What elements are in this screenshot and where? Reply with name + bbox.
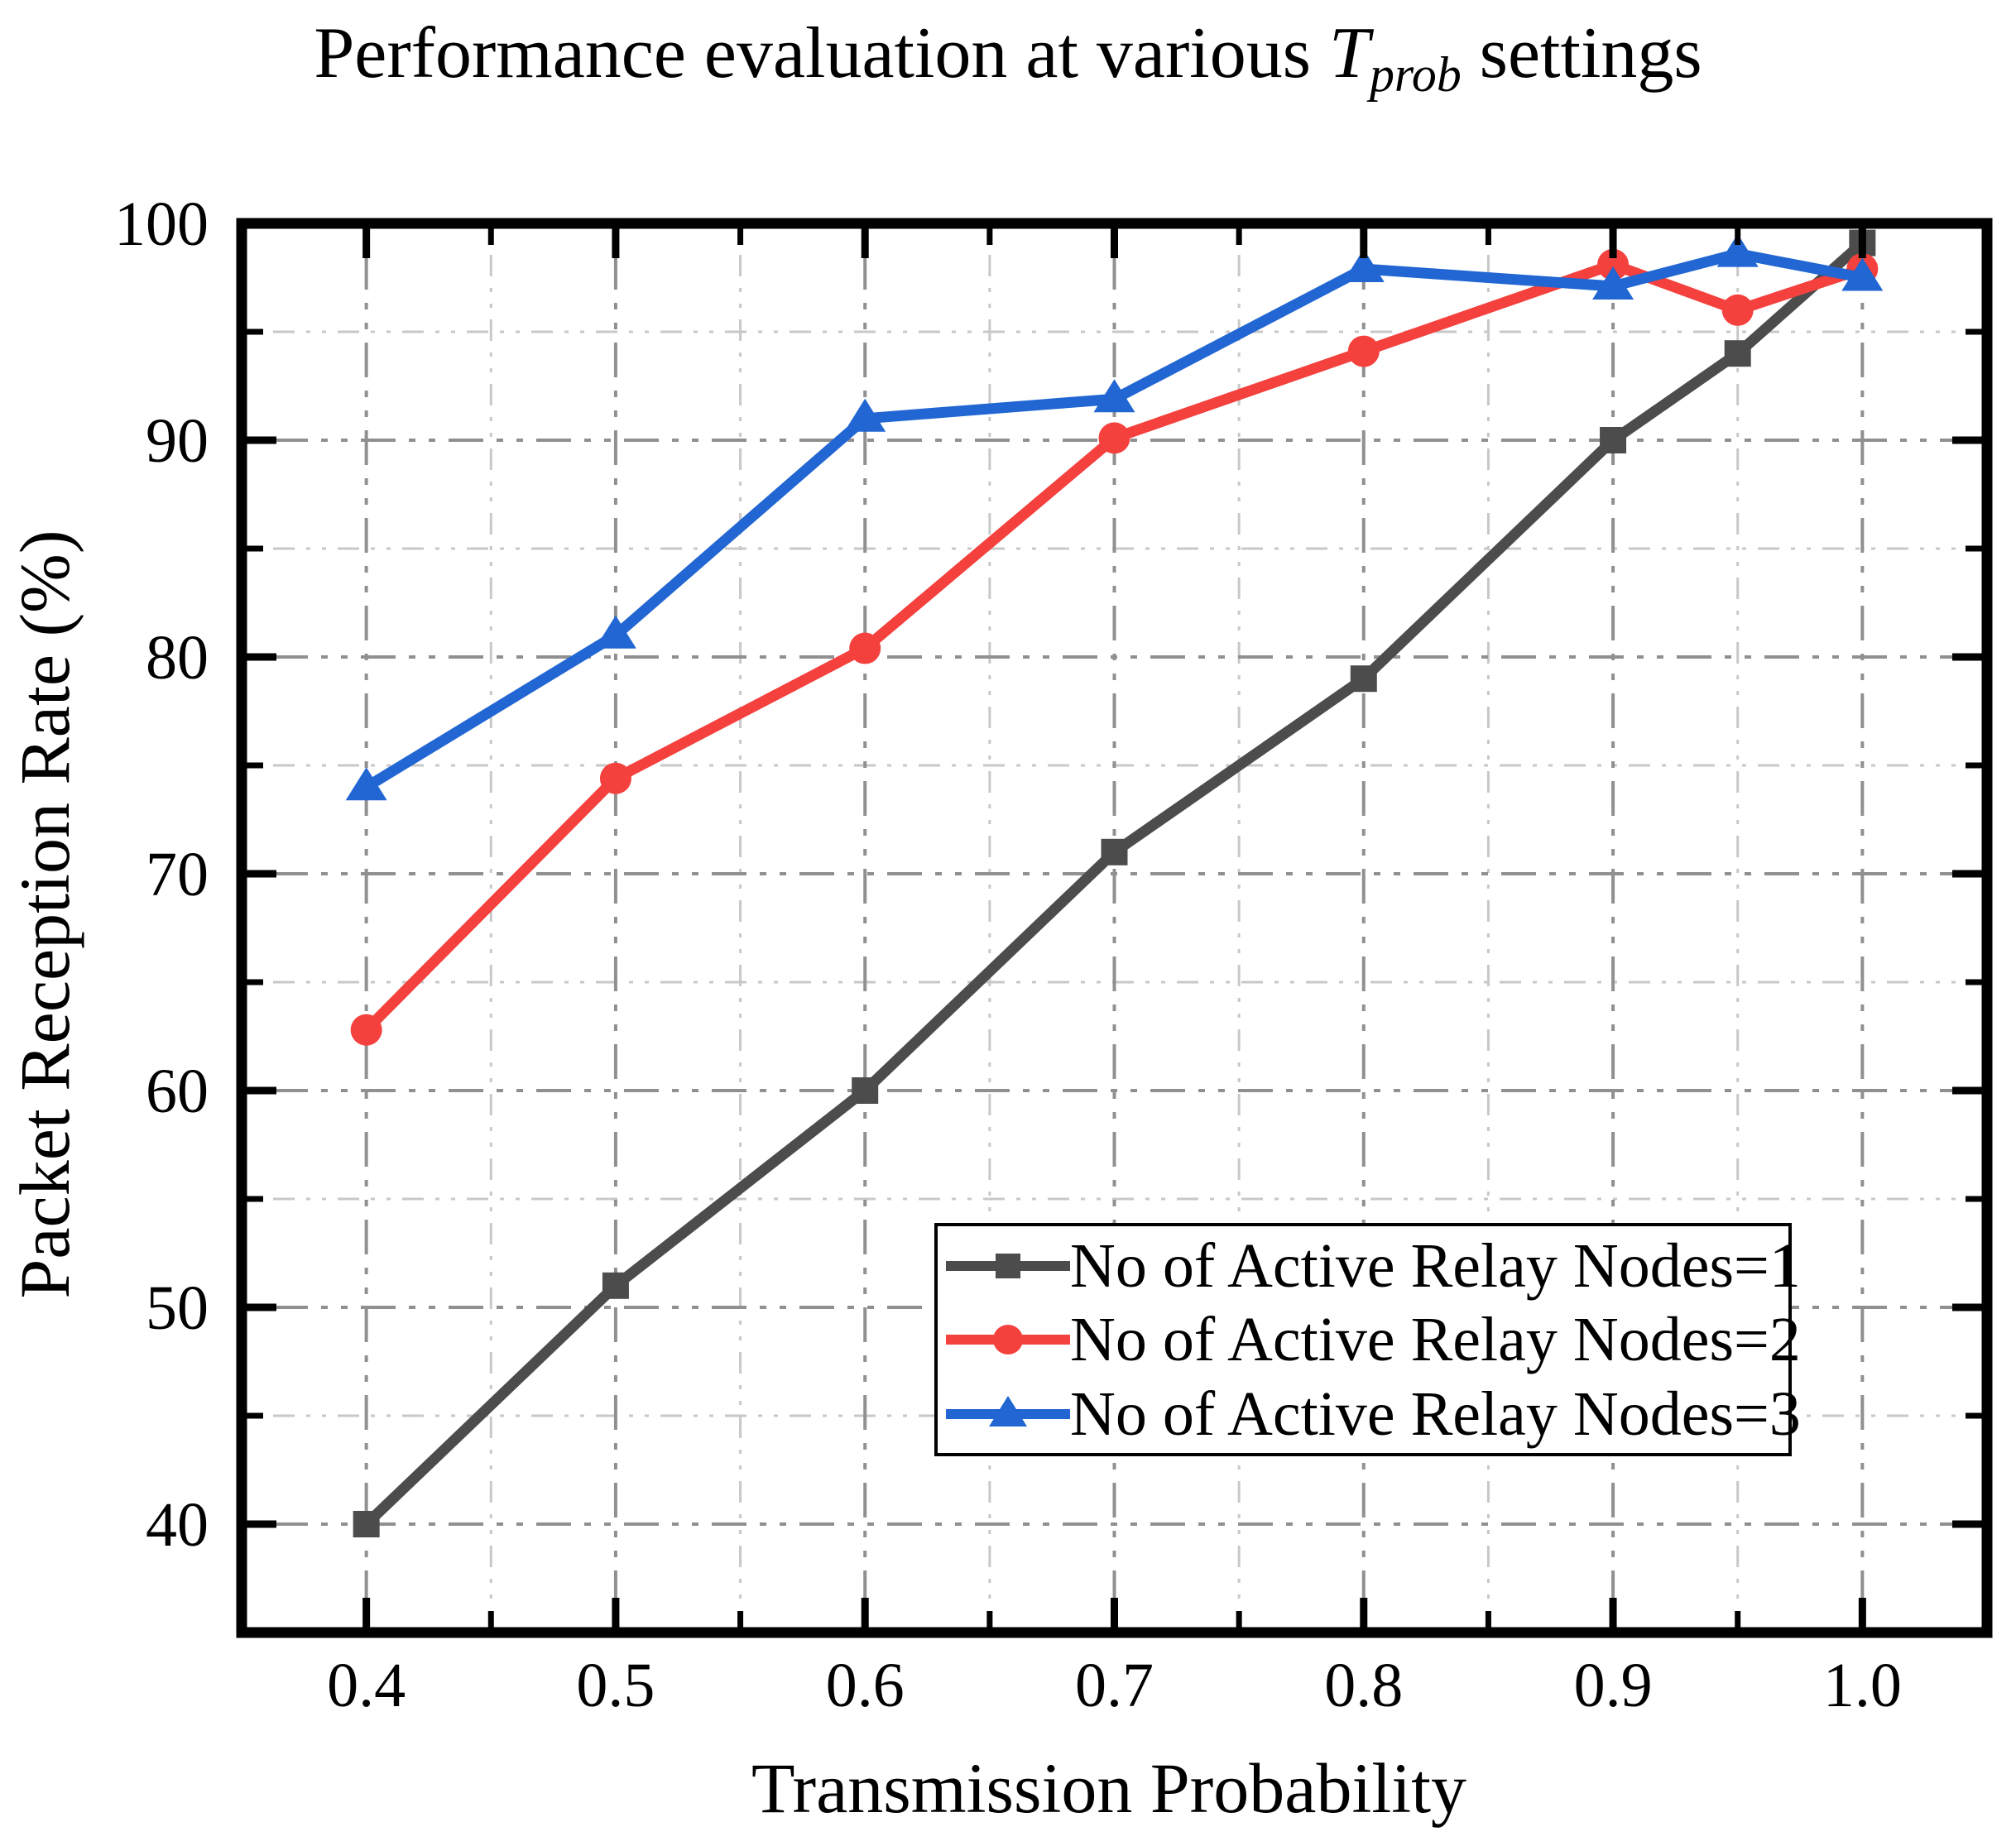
y-tick-label: 60 (146, 1057, 209, 1126)
triangle-marker (989, 1395, 1027, 1426)
circle-marker (599, 762, 631, 794)
legend: No of Active Relay Nodes=1 No of Active R… (934, 1223, 1801, 1456)
y-tick-label: 70 (146, 840, 209, 909)
series-line (363, 248, 1864, 792)
y-tick-label: 50 (146, 1273, 209, 1343)
triangle-marker (1093, 379, 1135, 413)
tick-labels: 0.4 0.5 0.6 0.7 0.8 0.9 1.0 40 50 60 70 80 90 100 (114, 189, 1902, 1720)
y-axis-title: Packet Reception Rate (%) (5, 530, 84, 1299)
series-line (362, 238, 1866, 1528)
circle-marker (1098, 422, 1130, 454)
square-marker (353, 1511, 380, 1537)
x-tick-label: 1.0 (1823, 1651, 1902, 1720)
circle-marker (993, 1325, 1023, 1355)
triangle-marker (594, 615, 636, 649)
triangle-marker (844, 398, 886, 432)
series-1 (353, 229, 1876, 1537)
triangle-marker (1841, 257, 1884, 291)
y-tick-label: 40 (146, 1490, 209, 1560)
y-tick-label: 90 (146, 406, 209, 476)
legend-label: No of Active Relay Nodes=3 (1070, 1379, 1801, 1449)
square-legend-icon (946, 1253, 1070, 1278)
triangle-marker (1592, 266, 1634, 300)
triangle-marker (345, 767, 387, 801)
square-marker (1350, 665, 1377, 693)
circle-marker (350, 1014, 382, 1046)
square-marker (1600, 427, 1627, 453)
plot-border (236, 218, 1993, 1638)
square-marker (1101, 838, 1128, 865)
data-series-group (345, 229, 1884, 1537)
chart-title: Performance evaluation at various Tprob … (0, 8, 2016, 106)
x-tick-label: 0.5 (576, 1651, 655, 1720)
y-tick-label: 100 (114, 189, 209, 259)
triangle-marker (1716, 233, 1759, 267)
legend-item: No of Active Relay Nodes=1 (946, 1230, 1801, 1302)
square-marker (1724, 340, 1751, 367)
chart-title-text: Performance evaluation at various (314, 13, 1329, 93)
legend-label: No of Active Relay Nodes=2 (1070, 1305, 1801, 1374)
square-marker (602, 1272, 629, 1299)
x-tick-label: 0.6 (826, 1651, 905, 1720)
chart-title-variable: T (1328, 13, 1370, 93)
circle-marker (1597, 248, 1630, 280)
series-line (362, 259, 1865, 1034)
circle-legend-icon (946, 1325, 1070, 1355)
series-3 (345, 233, 1884, 801)
x-tick-label: 0.8 (1324, 1651, 1403, 1720)
legend-item: No of Active Relay Nodes=2 (946, 1303, 1801, 1376)
square-marker (852, 1077, 879, 1104)
legend-label: No of Active Relay Nodes=1 (1070, 1230, 1801, 1301)
triangle-legend-icon (946, 1395, 1070, 1426)
x-tick-label: 0.9 (1574, 1651, 1653, 1720)
x-tick-label: 0.4 (327, 1651, 406, 1720)
circle-marker (1721, 294, 1754, 326)
x-tick-label: 0.7 (1075, 1651, 1154, 1720)
circle-marker (849, 632, 881, 664)
x-axis-title: Transmission Probability (751, 1748, 1466, 1828)
triangle-marker (1342, 249, 1385, 283)
circle-marker (1347, 335, 1380, 367)
square-marker (996, 1253, 1020, 1278)
y-tick-label: 80 (146, 623, 209, 693)
chart-title-subscript: prob (1369, 46, 1462, 102)
chart-title-suffix: settings (1461, 13, 1702, 93)
legend-item: No of Active Relay Nodes=3 (946, 1378, 1801, 1450)
